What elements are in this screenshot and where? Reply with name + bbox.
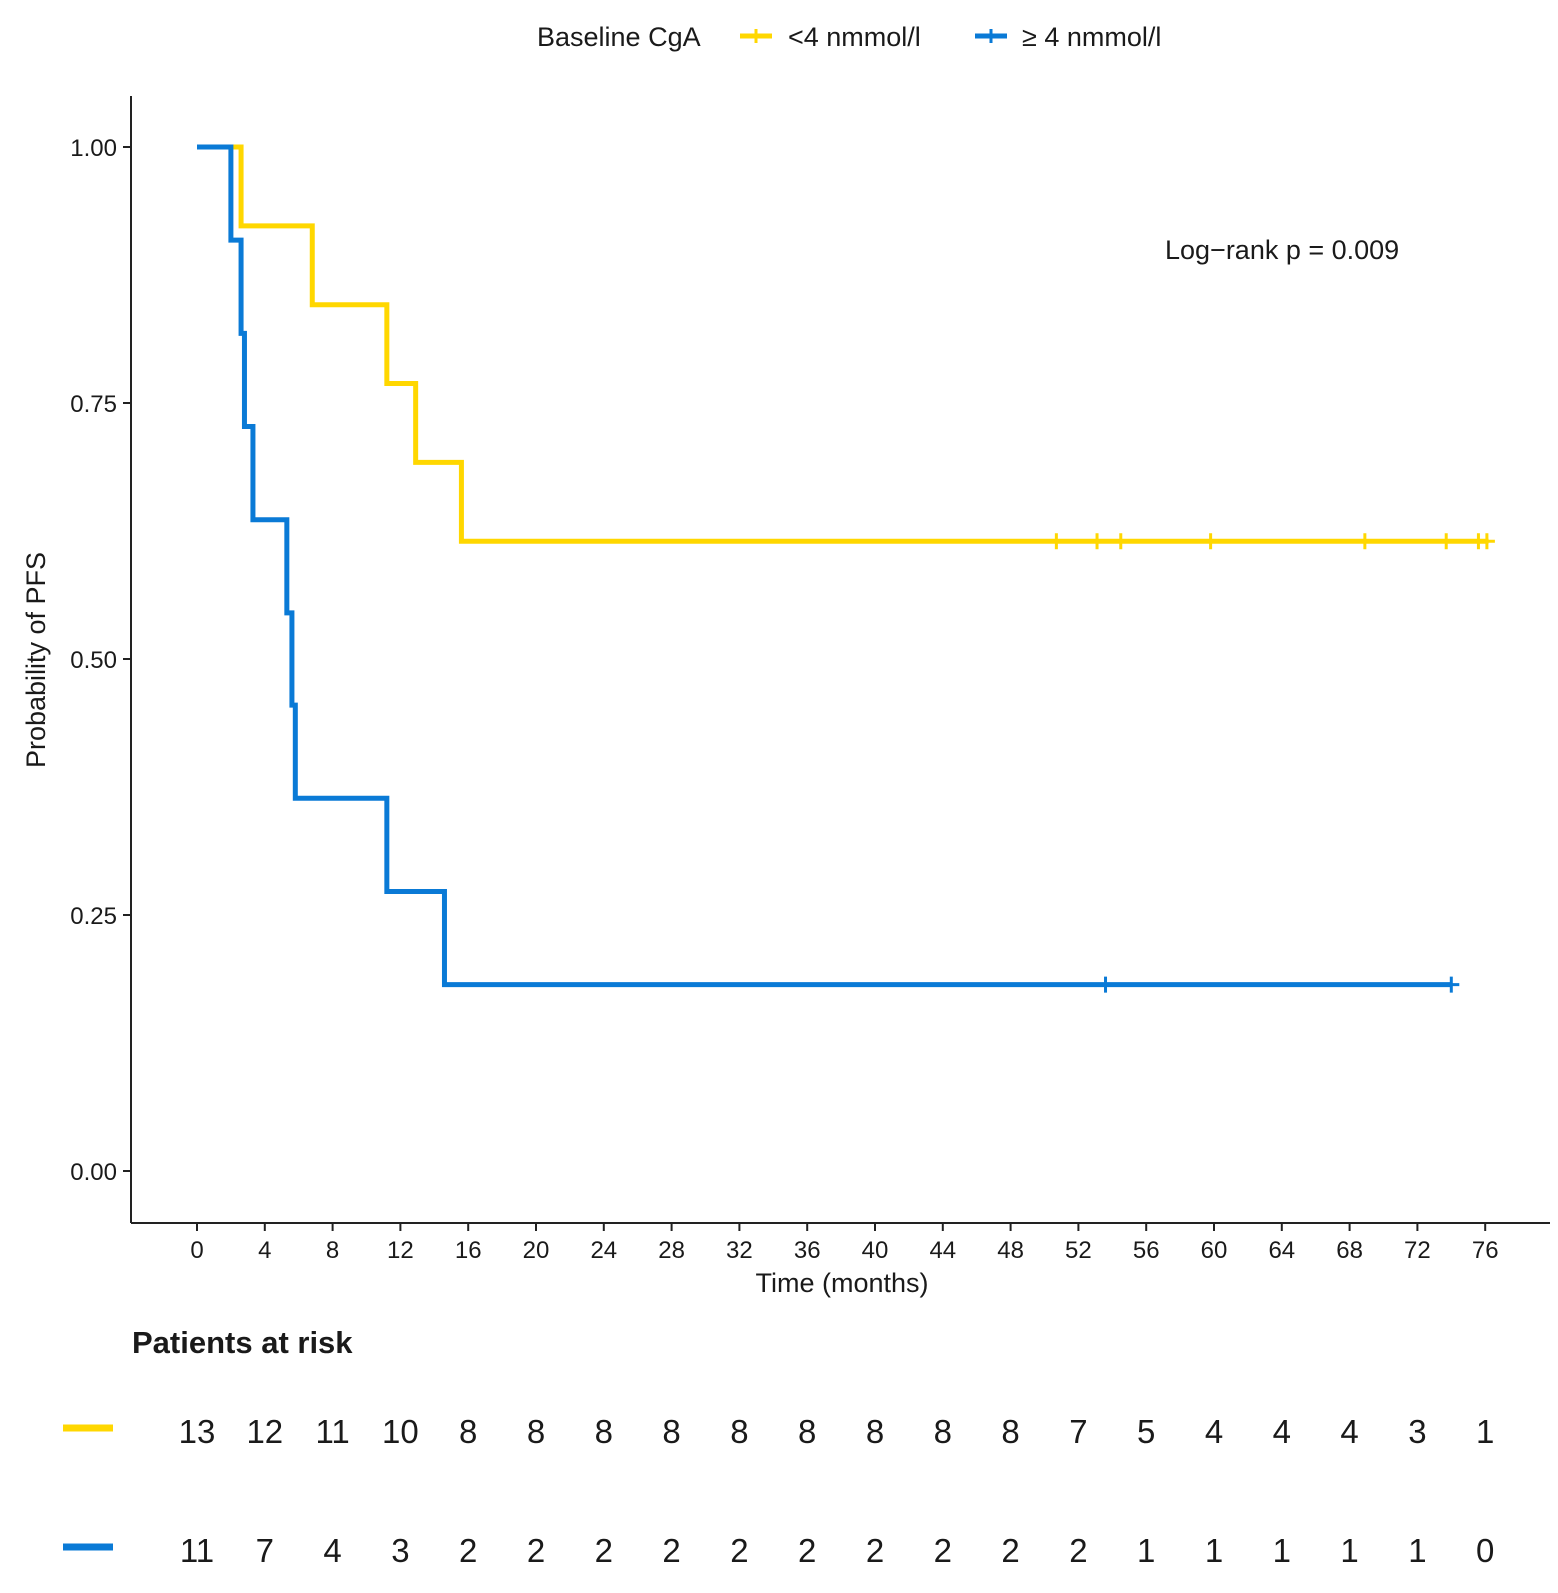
censor-mark xyxy=(1112,533,1129,550)
x-tick-label: 0 xyxy=(190,1237,203,1264)
axes: 0.000.250.500.751.00 0 4 8 12 16 20 24 28 32 36 40… xyxy=(70,96,1550,1264)
risk-count: 2 xyxy=(730,1532,748,1569)
risk-count: 1 xyxy=(1476,1413,1494,1450)
risk-count: 2 xyxy=(527,1532,545,1569)
risk-count: 4 xyxy=(1205,1413,1223,1450)
risk-count: 4 xyxy=(323,1532,341,1569)
risk-count: 7 xyxy=(256,1532,274,1569)
censor-mark xyxy=(1202,533,1219,550)
y-axis-title: Probability of PFS xyxy=(21,552,51,768)
survival-curve-1 xyxy=(197,144,1452,988)
x-tick-label: 64 xyxy=(1268,1237,1295,1264)
risk-count: 2 xyxy=(662,1532,680,1569)
y-tick-label: 1.00 xyxy=(70,135,117,162)
risk-count: 0 xyxy=(1476,1532,1494,1569)
y-tick-label: 0.00 xyxy=(70,1159,117,1186)
risk-count: 8 xyxy=(798,1413,816,1450)
x-tick-label: 32 xyxy=(726,1237,753,1264)
censor-mark xyxy=(1356,533,1373,550)
risk-count: 8 xyxy=(527,1413,545,1450)
risk-row-0: 13 12 11 10 8 8 8 8 8 8 8 8 8 7 5 4 4 4 3 1 xyxy=(63,1413,1494,1450)
y-tick-label: 0.50 xyxy=(70,647,117,674)
risk-count: 2 xyxy=(1069,1532,1087,1569)
risk-count: 8 xyxy=(730,1413,748,1450)
x-tick-label: 16 xyxy=(455,1237,482,1264)
risk-count: 3 xyxy=(391,1532,409,1569)
risk-count: 2 xyxy=(934,1532,952,1569)
survival-curve-0 xyxy=(197,144,1489,544)
risk-row-1: 11 7 4 3 2 2 2 2 2 2 2 2 2 2 1 1 1 1 1 0 xyxy=(63,1532,1494,1569)
y-tick-label: 0.75 xyxy=(70,391,117,418)
x-tick-label: 44 xyxy=(929,1237,956,1264)
risk-count: 8 xyxy=(866,1413,884,1450)
x-tick-label: 24 xyxy=(590,1237,617,1264)
risk-count: 8 xyxy=(934,1413,952,1450)
risk-count: 11 xyxy=(315,1413,349,1450)
x-tick-label: 40 xyxy=(862,1237,889,1264)
x-tick-label: 76 xyxy=(1472,1237,1499,1264)
risk-count: 7 xyxy=(1069,1413,1087,1450)
risk-count: 1 xyxy=(1137,1532,1155,1569)
risk-count: 12 xyxy=(246,1413,283,1450)
risk-count: 3 xyxy=(1408,1413,1426,1450)
y-tick-label: 0.25 xyxy=(70,903,117,930)
censor-mark xyxy=(1443,976,1460,993)
risk-count: 2 xyxy=(595,1532,613,1569)
risk-count: 1 xyxy=(1340,1532,1358,1569)
risk-count: 11 xyxy=(180,1532,214,1569)
risk-count: 5 xyxy=(1137,1413,1155,1450)
risk-count: 8 xyxy=(595,1413,613,1450)
legend-label: ≥ 4 nmmol/l xyxy=(1022,22,1161,52)
legend-item-1: ≥ 4 nmmol/l xyxy=(975,22,1161,52)
legend-label: <4 nmmol/l xyxy=(788,22,921,52)
x-tick-label: 36 xyxy=(794,1237,821,1264)
x-tick-label: 56 xyxy=(1133,1237,1160,1264)
risk-count: 13 xyxy=(179,1413,216,1450)
risk-table-title: Patients at risk xyxy=(132,1325,353,1360)
risk-count: 8 xyxy=(662,1413,680,1450)
risk-count: 10 xyxy=(382,1413,419,1450)
censor-mark xyxy=(1097,976,1114,993)
risk-count: 2 xyxy=(459,1532,477,1569)
censor-mark xyxy=(1478,533,1495,550)
censor-mark xyxy=(1089,533,1106,550)
risk-count: 2 xyxy=(1001,1532,1019,1569)
x-tick-label: 20 xyxy=(523,1237,550,1264)
x-tick-label: 12 xyxy=(387,1237,414,1264)
risk-count: 1 xyxy=(1205,1532,1223,1569)
risk-count: 2 xyxy=(866,1532,884,1569)
x-tick-label: 28 xyxy=(658,1237,685,1264)
risk-count: 1 xyxy=(1408,1532,1426,1569)
x-tick-label: 68 xyxy=(1336,1237,1363,1264)
x-axis-title: Time (months) xyxy=(755,1268,928,1298)
risk-count: 8 xyxy=(1001,1413,1019,1450)
log-rank-annotation: Log−rank p = 0.009 xyxy=(1165,235,1399,265)
x-tick-label: 52 xyxy=(1065,1237,1092,1264)
legend-title: Baseline CgA xyxy=(537,22,701,52)
legend-item-0: <4 nmmol/l xyxy=(740,22,921,52)
risk-count: 2 xyxy=(798,1532,816,1569)
x-tick-label: 72 xyxy=(1404,1237,1431,1264)
risk-count: 8 xyxy=(459,1413,477,1450)
censor-mark xyxy=(1048,533,1065,550)
legend: Baseline CgA <4 nmmol/l ≥ 4 nmmol/l xyxy=(537,22,1161,52)
risk-count: 4 xyxy=(1273,1413,1291,1450)
risk-count: 1 xyxy=(1273,1532,1291,1569)
x-tick-label: 48 xyxy=(997,1237,1024,1264)
risk-count: 4 xyxy=(1340,1413,1358,1450)
censor-mark xyxy=(1438,533,1455,550)
x-tick-label: 8 xyxy=(326,1237,339,1264)
x-tick-label: 4 xyxy=(258,1237,271,1264)
x-tick-label: 60 xyxy=(1201,1237,1228,1264)
